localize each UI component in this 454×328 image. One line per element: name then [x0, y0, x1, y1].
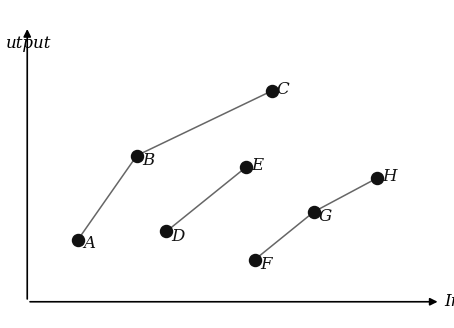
- Point: [374, 175, 381, 181]
- Text: D: D: [172, 228, 185, 245]
- Text: G: G: [319, 208, 332, 224]
- Text: C: C: [277, 81, 290, 98]
- Point: [310, 209, 317, 215]
- Point: [268, 88, 276, 93]
- Point: [251, 257, 258, 262]
- Point: [163, 229, 170, 234]
- Text: F: F: [260, 256, 271, 273]
- Text: E: E: [252, 157, 264, 174]
- Text: H: H: [382, 168, 397, 185]
- Text: A: A: [83, 235, 95, 252]
- Text: B: B: [142, 152, 154, 169]
- Text: utput: utput: [6, 34, 52, 51]
- Point: [133, 153, 140, 158]
- Point: [74, 237, 81, 242]
- Text: Input: Input: [444, 293, 454, 310]
- Point: [243, 164, 250, 170]
